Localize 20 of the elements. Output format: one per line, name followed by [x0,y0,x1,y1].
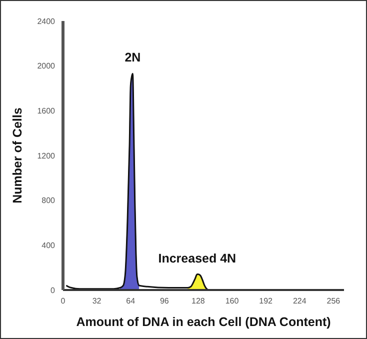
y-tick-label: 1200 [37,151,56,160]
y-tick-label: 0 [50,286,56,295]
x-tick-label: 224 [292,296,307,306]
x-tick-label: 160 [225,296,240,306]
y-tick-label: 2400 [37,16,56,26]
y-tick-label: 400 [42,241,56,250]
annotation: Increased 4N [158,251,236,266]
annotation: 2N [124,50,141,65]
y-tick-label: 2000 [37,62,56,71]
x-tick-label: 64 [126,296,136,306]
y-tick-label: 800 [42,196,56,206]
y-tick-label: 1600 [37,106,56,116]
x-tick-label: 256 [326,296,341,306]
y-axis-title: Number of Cells [10,108,24,204]
x-tick-label: 192 [259,296,274,306]
x-axis-title: Amount of DNA in each Cell (DNA Content) [76,315,331,329]
x-tick-label: 96 [160,296,170,306]
x-tick-label: 0 [60,296,66,306]
x-tick-label: 32 [92,296,102,306]
x-tick-label: 128 [192,296,206,306]
